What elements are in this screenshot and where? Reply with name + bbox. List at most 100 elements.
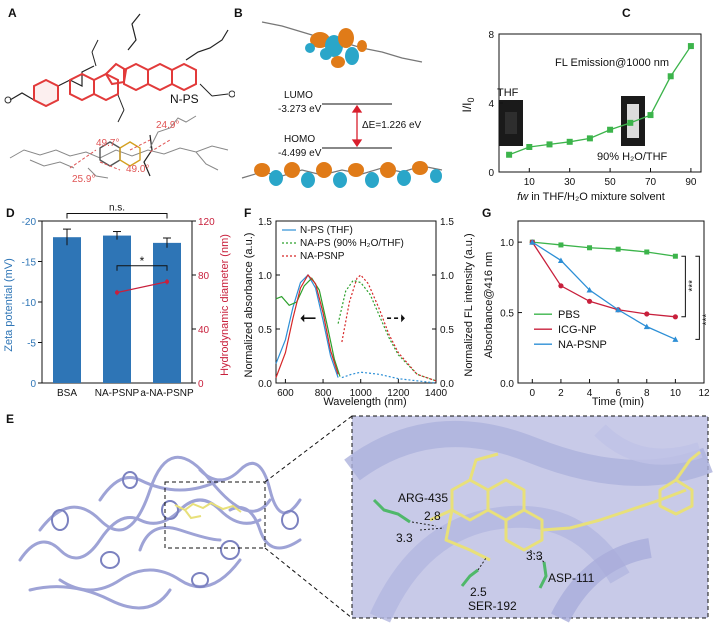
- chart-g-xtick-label: 4: [587, 388, 593, 399]
- panel-c: C FL Emission@1000 nm THF 90% H₂O/THF fw…: [457, 0, 713, 205]
- chart-c-aie-emission: FL Emission@1000 nm THF 90% H₂O/THF fw i…: [460, 30, 702, 203]
- chart-f-spectra: Wavelength (nm) Normalized absorbance (a…: [243, 217, 475, 408]
- chart-d-sig-star: *: [140, 254, 145, 268]
- chart-f-absorbance-line: [275, 273, 339, 378]
- chart-c-point: [667, 73, 674, 80]
- chart-g-ylabel: Absorbance@416 nm: [483, 252, 495, 359]
- chart-g-frame: [517, 220, 705, 384]
- chart-f-right-arrowhead: [401, 314, 405, 323]
- residue-label-asp: ASP-111: [548, 571, 595, 585]
- chart-g-bracket-2: [695, 255, 700, 340]
- panel-b-label: B: [234, 6, 243, 20]
- chart-g-point: [672, 253, 678, 259]
- binding-site-zoom: [344, 415, 713, 623]
- chart-g-xtick-label: 8: [644, 388, 650, 399]
- chart-g-xtick-label: 2: [558, 388, 564, 399]
- chart-f-ytick-left-label: 0.5: [258, 325, 272, 336]
- chart-f-xtick-label: 1400: [425, 388, 448, 399]
- chart-d-ylabel-right: Hydrodynamic diameter (nm): [219, 234, 231, 376]
- chart-d-bar: [153, 242, 181, 383]
- residue-label-ser: SER-192: [468, 599, 517, 613]
- panel-g-label: G: [482, 206, 492, 220]
- chart-g-xlabel: Time (min): [592, 396, 644, 408]
- chart-g-legend-label: PBS: [558, 309, 580, 321]
- chart-f-xlabel: Wavelength (nm): [323, 396, 406, 408]
- chart-f-xtick-label: 600: [277, 388, 294, 399]
- chart-d-sig-ns: n.s.: [109, 205, 125, 213]
- chart-d-category-label: BSA: [57, 388, 77, 399]
- chart-g-legend-label: ICG-NP: [558, 324, 597, 336]
- chart-f-ytick-left-label: 1.0: [258, 271, 272, 282]
- chart-c-point: [506, 151, 513, 158]
- chart-f-fluorescence-line: [337, 279, 437, 382]
- distance-label-4: 2.5: [470, 585, 487, 599]
- chart-g-point: [615, 246, 621, 252]
- homo-label: HOMO: [284, 134, 315, 145]
- chart-d-size-point: [115, 290, 119, 295]
- backbone-rings: [33, 62, 197, 108]
- energy-gap-arrow: [351, 104, 363, 148]
- chart-c-xtick-label: 30: [564, 177, 576, 188]
- chart-d-ytick-left-label: -5: [27, 339, 36, 350]
- chart-d-ytick-right-label: 40: [198, 325, 210, 336]
- angle-label-1: 49.7°: [96, 138, 119, 149]
- chart-g-xtick-label: 12: [698, 388, 710, 399]
- distance-label-1: 3.3: [396, 531, 413, 545]
- angle-label-2: 24.9°: [156, 120, 179, 131]
- chart-c-point: [526, 143, 533, 150]
- chart-c-ylabel: I/I0: [460, 97, 476, 112]
- chart-g-point: [644, 249, 650, 255]
- chart-g-legend-label: NA-PSNP: [558, 339, 607, 351]
- residue-sticks: [372, 498, 548, 589]
- chart-f-legend-label: NA-PS (90% H₂O/THF): [300, 238, 404, 249]
- homo-energy: -4.499 eV: [278, 148, 322, 159]
- chart-g-point: [586, 287, 593, 293]
- chart-d-ytick-right-label: 0: [198, 379, 204, 390]
- panel-a: A N-PS: [0, 0, 235, 200]
- zoom-region: [164, 481, 266, 549]
- chart-f-ytick-right-label: 0.5: [440, 325, 454, 336]
- chart-c-point: [586, 135, 593, 142]
- chart-d-ytick-left-label: -20: [22, 217, 37, 228]
- chart-d-ylabel-left: Zeta potential (mV): [3, 258, 15, 352]
- chart-g-xtick-label: 0: [530, 388, 536, 399]
- chart-f-legend-label: NA-PSNP: [300, 251, 345, 262]
- chart-g-point: [586, 298, 593, 304]
- chart-g-point: [529, 239, 536, 245]
- distance-label-3: 3.3: [526, 549, 543, 563]
- panel-d-label: D: [6, 206, 15, 220]
- chart-f-xtick-label: 800: [315, 388, 332, 399]
- panel-f: F Wavelength (nm) Normalized absorbance …: [240, 205, 476, 410]
- protein-overview: [18, 455, 302, 610]
- chart-g-ytick-label: 0.0: [500, 379, 514, 390]
- chart-f-ylabel-left: Normalized absorbance (a.u.): [243, 233, 255, 378]
- ligand-overview: [174, 501, 242, 520]
- chart-c-ytick-label: 4: [488, 99, 494, 110]
- chart-d-bracket-ns: [66, 212, 168, 219]
- panel-d: D Zeta potential (mV) Hydrodynamic diame…: [0, 205, 235, 410]
- chart-g-point: [587, 245, 593, 251]
- lumo-orbital: [261, 21, 423, 68]
- chart-f-ytick-left-label: 1.5: [258, 217, 272, 228]
- chart-g-sig-1: ***: [687, 280, 698, 292]
- chart-f-ytick-right-label: 1.5: [440, 217, 454, 228]
- panel-a-label: A: [8, 6, 17, 20]
- chart-f-ytick-right-label: 1.0: [440, 271, 454, 282]
- chart-f-ytick-left-label: 0.0: [258, 379, 272, 390]
- homo-orbital: [241, 161, 443, 188]
- chart-c-point: [546, 141, 553, 148]
- chart-f-fluorescence-line: [341, 274, 437, 382]
- lumo-energy: -3.273 eV: [278, 104, 322, 115]
- chart-g-series-line: [531, 241, 676, 318]
- lumo-label: LUMO: [284, 90, 313, 101]
- chart-f-absorbance-line: [275, 274, 339, 378]
- chart-f-legend-label: N-PS (THF): [300, 225, 353, 236]
- chart-g-point: [643, 323, 650, 330]
- chart-g-series-line: [531, 241, 676, 340]
- chart-c-annotation: FL Emission@1000 nm: [555, 57, 669, 69]
- chart-c-ytick-label: 0: [488, 168, 494, 179]
- panel-g: G Time (min) Absorbance@416 nm 0 2 4 6 8 10 12…: [478, 205, 713, 410]
- residue-label-arg: ARG-435: [398, 491, 448, 505]
- panel-e-label: E: [6, 412, 15, 426]
- chart-f-ylabel-right: Normalized FL intensity (a.u.): [463, 233, 475, 376]
